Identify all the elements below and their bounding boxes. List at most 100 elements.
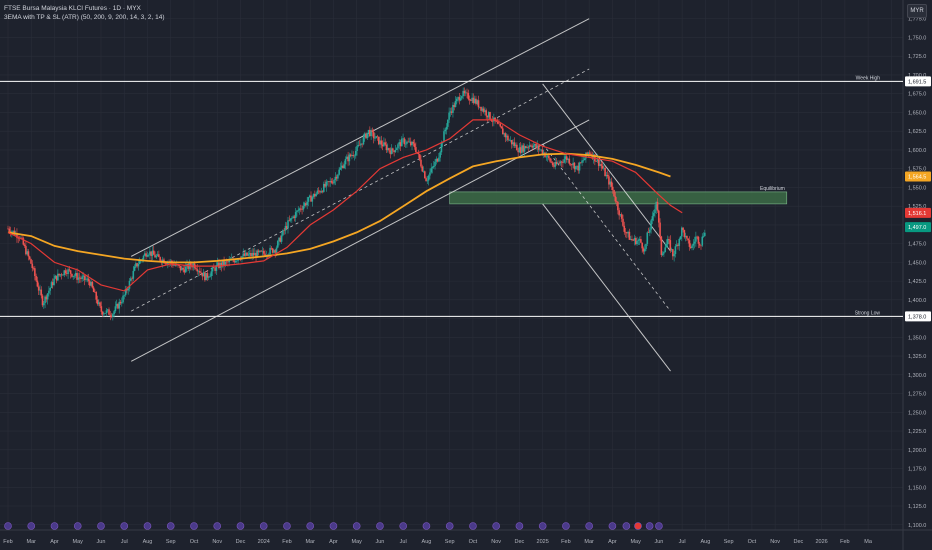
candle-body bbox=[135, 263, 137, 267]
candle-body bbox=[411, 141, 413, 146]
candle-body bbox=[634, 238, 637, 245]
candle-body bbox=[333, 180, 335, 184]
candle-body bbox=[310, 195, 312, 202]
candle-body bbox=[424, 171, 426, 179]
candle-body bbox=[688, 240, 691, 247]
candle-body bbox=[41, 295, 44, 306]
candle-body bbox=[563, 159, 565, 163]
candle-body bbox=[679, 236, 682, 239]
candle-body bbox=[385, 144, 388, 151]
candle-body bbox=[642, 248, 645, 252]
candle-body bbox=[622, 218, 624, 226]
candle-body bbox=[323, 183, 325, 192]
candle-body bbox=[305, 203, 307, 206]
event-marker bbox=[143, 522, 152, 530]
candle-body bbox=[549, 158, 551, 162]
event-marker bbox=[190, 522, 198, 530]
candle-body bbox=[633, 238, 636, 241]
candle-body bbox=[329, 181, 331, 183]
candle-body bbox=[269, 247, 271, 255]
candle-body bbox=[425, 178, 427, 182]
candle-body bbox=[94, 292, 96, 293]
candle-body bbox=[468, 99, 471, 101]
candle-body bbox=[478, 106, 481, 108]
event-marker bbox=[213, 522, 222, 530]
candle-body bbox=[100, 306, 103, 312]
candle-body bbox=[697, 236, 700, 244]
candle-body bbox=[619, 214, 622, 216]
y-tick-label: 1,350.0 bbox=[908, 335, 926, 341]
candle-body bbox=[297, 210, 300, 211]
candle-body bbox=[386, 148, 389, 151]
candle-body bbox=[314, 193, 316, 197]
candle-body bbox=[36, 280, 39, 287]
candle-body bbox=[362, 137, 365, 145]
candle-body bbox=[623, 225, 626, 232]
candle-body bbox=[117, 303, 119, 309]
candle-body bbox=[223, 260, 225, 266]
y-tick-label: 1,750.0 bbox=[908, 35, 926, 41]
candle-body bbox=[49, 287, 51, 291]
candle-body bbox=[521, 145, 523, 153]
candle-body bbox=[264, 253, 266, 256]
candle-body bbox=[179, 265, 182, 271]
currency-button[interactable]: MYR bbox=[907, 4, 927, 18]
candle-body bbox=[43, 303, 45, 306]
candle-body bbox=[145, 253, 147, 257]
candle-body bbox=[273, 250, 275, 253]
candle-body bbox=[454, 101, 457, 108]
candle-body bbox=[210, 271, 213, 277]
candle-body bbox=[289, 218, 292, 221]
candle-body bbox=[609, 181, 612, 185]
candle-body bbox=[668, 238, 670, 241]
candle-body bbox=[439, 152, 441, 158]
candle-body bbox=[37, 286, 40, 291]
candle-body bbox=[206, 273, 209, 278]
candle-body bbox=[347, 156, 349, 162]
candle-body bbox=[287, 220, 289, 229]
candle-body bbox=[173, 264, 176, 266]
candle-body bbox=[485, 110, 487, 116]
candle-body bbox=[394, 149, 397, 153]
candle-body bbox=[491, 120, 494, 122]
candle-body bbox=[532, 145, 535, 148]
candle-body bbox=[495, 121, 498, 122]
candle-body bbox=[164, 263, 167, 264]
event-marker bbox=[399, 522, 407, 530]
candle-body bbox=[270, 247, 273, 249]
candle-body bbox=[198, 271, 201, 273]
candle-body bbox=[704, 232, 706, 236]
candle-body bbox=[558, 162, 560, 164]
candle-body bbox=[136, 263, 138, 267]
candle-body bbox=[588, 152, 591, 154]
candle-body bbox=[32, 268, 35, 269]
candle-body bbox=[525, 146, 527, 149]
candle-body bbox=[12, 230, 14, 232]
candle-body bbox=[657, 210, 660, 223]
chart-legend: FTSE Bursa Malaysia KLCI Futures · 1D · … bbox=[4, 4, 165, 22]
price-tag-label: 1,564.5 bbox=[908, 175, 926, 181]
candle-body bbox=[565, 156, 568, 160]
candle-body bbox=[126, 289, 128, 291]
candle-body bbox=[649, 229, 651, 233]
candle-body bbox=[555, 162, 558, 165]
event-marker bbox=[608, 522, 617, 530]
candle-body bbox=[99, 302, 101, 307]
candle-body bbox=[444, 129, 447, 132]
trend-line bbox=[542, 203, 671, 372]
candle-body bbox=[494, 117, 496, 122]
candle-body bbox=[574, 166, 577, 170]
candle-body bbox=[365, 133, 367, 139]
candle-body bbox=[101, 311, 104, 315]
candle-body bbox=[399, 142, 402, 147]
candle-body bbox=[59, 274, 62, 276]
candle-body bbox=[86, 278, 89, 280]
candle-body bbox=[97, 302, 100, 305]
candle-body bbox=[351, 155, 353, 157]
candle-body bbox=[320, 191, 323, 193]
candle-body bbox=[83, 275, 86, 281]
candle-body bbox=[499, 123, 502, 127]
candle-body bbox=[220, 262, 223, 267]
candle-body bbox=[92, 287, 95, 293]
